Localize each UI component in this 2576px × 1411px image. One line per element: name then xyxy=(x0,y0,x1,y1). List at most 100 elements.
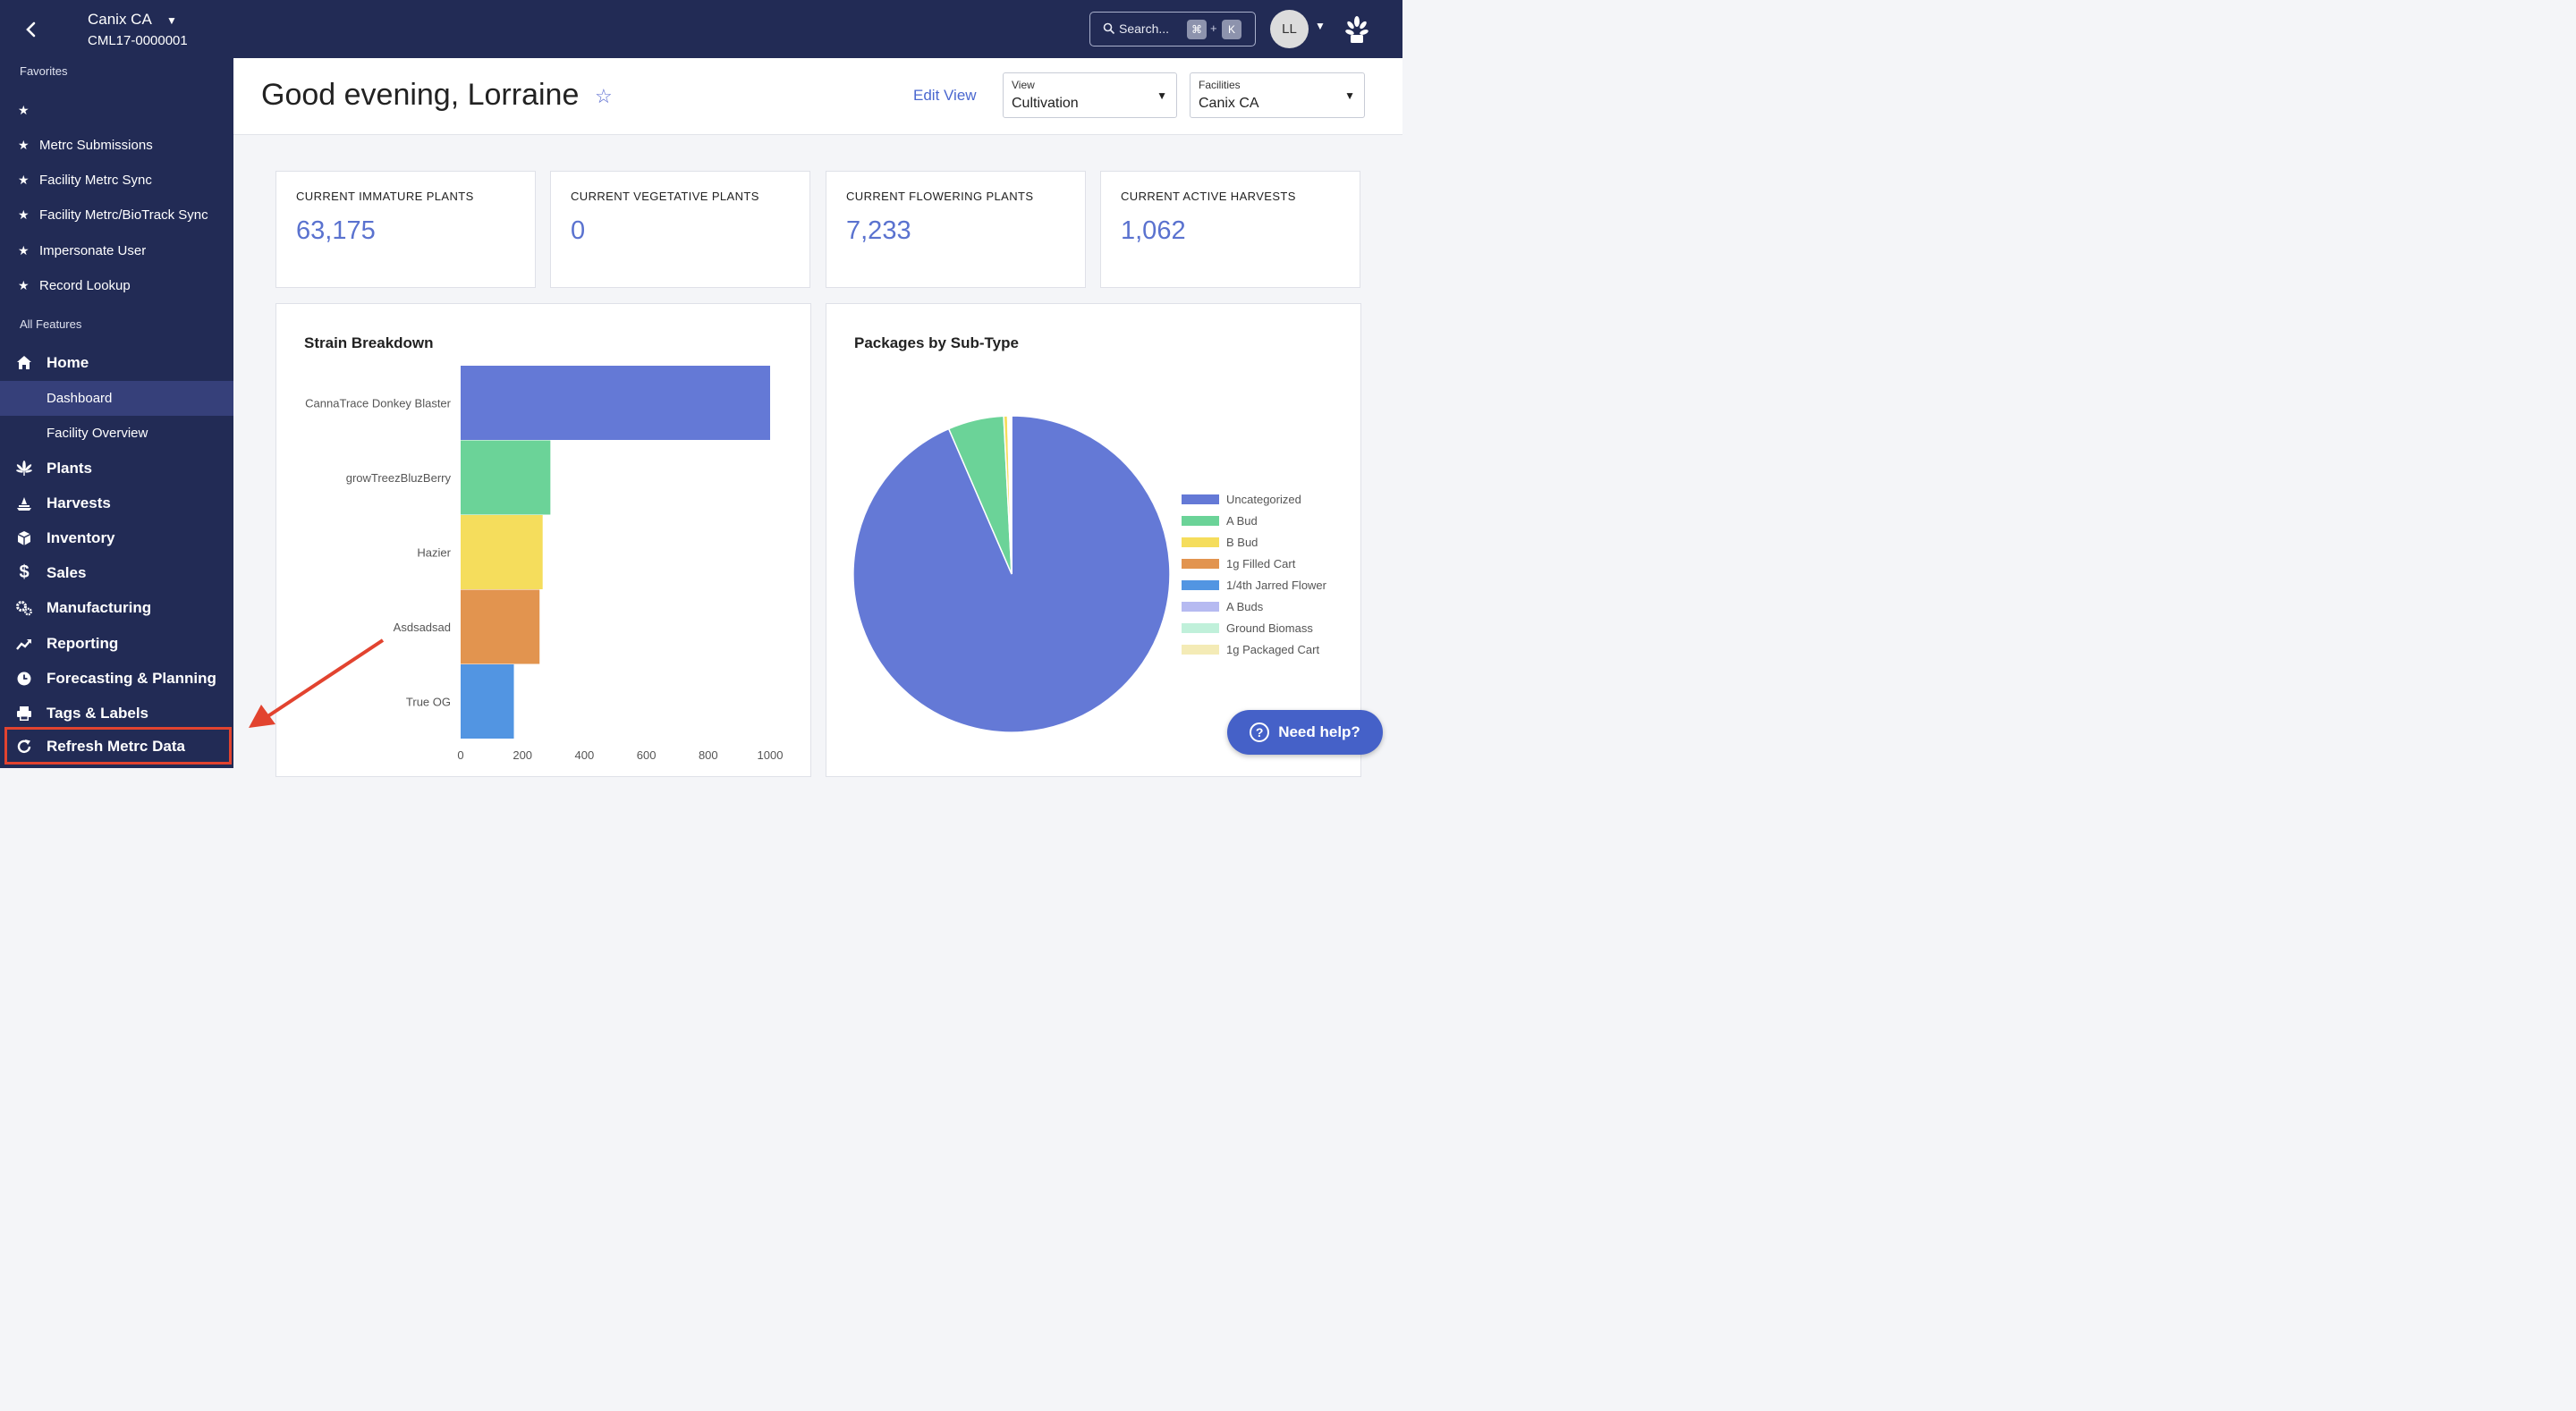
nav-item-reporting[interactable]: Reporting xyxy=(0,626,233,661)
category-label: growTreezBluzBerry xyxy=(346,471,452,485)
legend-swatch xyxy=(1182,494,1219,504)
x-tick-label: 800 xyxy=(699,748,718,762)
nav-item-forecasting-planning[interactable]: Forecasting & Planning xyxy=(0,661,233,696)
nav-item-harvests[interactable]: Harvests xyxy=(0,486,233,520)
search-input[interactable]: Search... ⌘ + K xyxy=(1089,12,1256,46)
need-help-button[interactable]: ? Need help? xyxy=(1227,710,1383,755)
refresh-icon xyxy=(14,737,34,756)
bar[interactable] xyxy=(461,515,543,589)
chevron-down-icon: ▼ xyxy=(1344,89,1355,102)
nav-label: Harvests xyxy=(47,494,111,511)
nav-item-sales[interactable]: $ Sales xyxy=(0,555,233,590)
bar[interactable] xyxy=(461,589,540,664)
facilities-select-label: Facilities xyxy=(1199,79,1241,91)
stat-value: 1,062 xyxy=(1121,216,1186,245)
legend-swatch xyxy=(1182,623,1219,633)
nav-item-inventory[interactable]: Inventory xyxy=(0,520,233,555)
view-select-label: View xyxy=(1012,79,1035,91)
star-icon: ★ xyxy=(18,207,30,222)
stat-label: CURRENT VEGETATIVE PLANTS xyxy=(571,190,759,203)
nav-label: Forecasting & Planning xyxy=(47,669,216,687)
favorite-item-empty[interactable]: ★ xyxy=(18,100,39,120)
favorite-item-record-lookup[interactable]: ★ Record Lookup xyxy=(18,275,131,295)
bar[interactable] xyxy=(461,366,770,440)
edit-view-link[interactable]: Edit View xyxy=(913,87,977,104)
sidebar: Favorites ★ ★ Metrc Submissions ★ Facili… xyxy=(0,58,233,768)
legend-swatch xyxy=(1182,602,1219,612)
nav-item-manufacturing[interactable]: Manufacturing xyxy=(0,590,233,625)
legend-label: B Bud xyxy=(1226,536,1258,549)
category-label: Asdsadsad xyxy=(394,621,451,634)
legend-label: Ground Biomass xyxy=(1226,621,1313,635)
chart-title: Strain Breakdown xyxy=(304,334,434,351)
stat-card-vegetative-plants[interactable]: CURRENT VEGETATIVE PLANTS 0 xyxy=(550,171,810,288)
chevron-down-icon: ▼ xyxy=(1157,89,1167,102)
stat-value: 0 xyxy=(571,216,586,245)
pie-slice[interactable] xyxy=(1010,415,1013,575)
org-name[interactable]: Canix CA xyxy=(88,11,152,28)
category-label: True OG xyxy=(406,696,451,709)
org-id: CML17-0000001 xyxy=(88,33,188,48)
nav-label: Sales xyxy=(47,563,87,581)
question-circle-icon: ? xyxy=(1250,722,1270,742)
stat-card-flowering-plants[interactable]: CURRENT FLOWERING PLANTS 7,233 xyxy=(826,171,1086,288)
nav-label: Reporting xyxy=(47,634,119,652)
favorite-item-metrc-submissions[interactable]: ★ Metrc Submissions xyxy=(18,135,153,155)
stat-card-active-harvests[interactable]: CURRENT ACTIVE HARVESTS 1,062 xyxy=(1100,171,1360,288)
trend-up-icon xyxy=(14,634,34,654)
legend-swatch xyxy=(1182,559,1219,569)
legend-swatch xyxy=(1182,537,1219,547)
shortcut-k-key: K xyxy=(1222,20,1241,39)
legend-label: A Bud xyxy=(1226,514,1258,528)
avatar[interactable]: LL xyxy=(1270,10,1309,48)
nav-item-facility-overview[interactable]: Facility Overview xyxy=(47,426,148,441)
favorite-item-facility-metrc-biotrack-sync[interactable]: ★ Facility Metrc/BioTrack Sync xyxy=(18,205,208,224)
org-dropdown-caret-icon[interactable]: ▼ xyxy=(166,14,177,27)
nav-item-refresh-metrc-data[interactable]: Refresh Metrc Data xyxy=(0,729,233,764)
favorite-label: Impersonate User xyxy=(39,242,147,258)
legend-swatch xyxy=(1182,580,1219,590)
category-label: CannaTrace Donkey Blaster xyxy=(305,397,451,410)
shortcut-cmd-key: ⌘ xyxy=(1187,20,1207,39)
category-label: Hazier xyxy=(417,546,451,560)
view-select[interactable]: View Cultivation ▼ xyxy=(1003,72,1177,118)
bar[interactable] xyxy=(461,664,514,739)
bar[interactable] xyxy=(461,440,551,515)
canix-logo-icon[interactable] xyxy=(1343,15,1370,44)
stat-card-immature-plants[interactable]: CURRENT IMMATURE PLANTS 63,175 xyxy=(275,171,536,288)
stat-value: 7,233 xyxy=(846,216,911,245)
legend-label: 1g Packaged Cart xyxy=(1226,643,1319,656)
search-placeholder: Search... xyxy=(1119,21,1170,36)
facilities-select-value: Canix CA xyxy=(1199,96,1259,111)
favorite-item-impersonate-user[interactable]: ★ Impersonate User xyxy=(18,241,146,260)
star-icon: ★ xyxy=(18,242,30,258)
x-tick-label: 200 xyxy=(513,748,532,762)
dollar-icon: $ xyxy=(19,562,30,582)
nav-label: Plants xyxy=(47,459,93,477)
nav-item-plants[interactable]: Plants xyxy=(0,451,233,486)
nav-label: Tags & Labels xyxy=(47,704,148,722)
facilities-select[interactable]: Facilities Canix CA ▼ xyxy=(1190,72,1365,118)
nav-label: Manufacturing xyxy=(47,598,152,616)
star-icon: ★ xyxy=(18,102,30,117)
nav-item-tags-labels[interactable]: Tags & Labels xyxy=(0,696,233,731)
x-tick-label: 400 xyxy=(575,748,595,762)
favorite-label: Facility Metrc Sync xyxy=(39,172,152,188)
legend-swatch xyxy=(1182,645,1219,655)
favorite-star-icon[interactable]: ☆ xyxy=(595,85,613,107)
user-menu-caret-icon[interactable]: ▼ xyxy=(1315,20,1326,32)
harvest-icon xyxy=(14,494,34,513)
favorite-label: Facility Metrc/BioTrack Sync xyxy=(39,207,208,223)
nav-label: Inventory xyxy=(47,528,115,546)
x-tick-label: 1000 xyxy=(758,748,784,762)
legend-label: 1g Filled Cart xyxy=(1226,557,1296,570)
star-icon: ★ xyxy=(18,172,30,187)
cannabis-leaf-icon xyxy=(14,459,34,478)
back-button[interactable] xyxy=(20,18,43,41)
favorite-item-facility-metrc-sync[interactable]: ★ Facility Metrc Sync xyxy=(18,170,152,190)
shortcut-plus: + xyxy=(1210,21,1217,35)
legend-label: 1/4th Jarred Flower xyxy=(1226,579,1327,592)
nav-item-dashboard[interactable]: Dashboard xyxy=(0,381,233,416)
nav-item-home[interactable]: Home xyxy=(0,345,233,380)
stat-label: CURRENT ACTIVE HARVESTS xyxy=(1121,190,1296,203)
